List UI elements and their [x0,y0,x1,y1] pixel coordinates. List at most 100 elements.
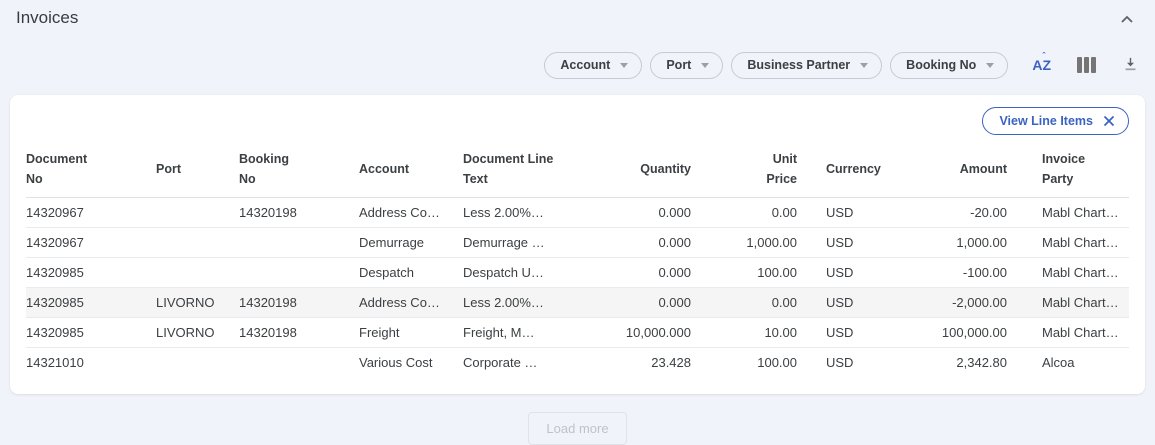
table-cell: 14320985 [26,257,156,288]
table-row[interactable]: 14321010 Various Cost Corporate … 23.428 100… [26,347,1129,377]
table-cell: Alcoa [1042,354,1075,370]
table-cell: 14320967 [26,227,156,258]
table-cell: 0.00 [691,197,797,228]
table-cell: 100.00 [757,354,797,370]
column-header[interactable]: Document No [26,143,156,198]
table-row[interactable]: 14320985 Despatch Despatch U… 0.000 100.00 US… [26,257,1129,288]
toolbar: Account Port Business Partner Booking No… [0,51,1155,79]
caret-down-icon [701,62,710,68]
table-cell: 23.428 [651,354,691,370]
table-cell: 14320985 [26,287,156,318]
column-header[interactable]: Port [156,143,239,198]
table-cell [239,347,359,377]
table-cell [156,257,239,288]
column-header[interactable]: Amount [914,143,1007,198]
invoices-card: View Line Items Document No Port Booking N… [10,95,1145,394]
chevron-up-icon [1119,15,1135,31]
table-row[interactable]: 14320985 LIVORNO 14320198 Freight Freight, M… [26,317,1129,348]
table-cell: Freight, M… [463,317,591,348]
filter-label: Business Partner [747,58,851,72]
table-cell: -20.00 [914,197,1007,228]
table-row[interactable]: 14320967 14320198 Address Co… Less 2.00%… 0.… [26,197,1129,228]
column-header[interactable]: Booking No [239,143,359,198]
table-cell: Demurrage [359,227,463,258]
columns-icon [1077,57,1096,73]
table-cell: -2,000.00 [914,287,1007,318]
table-cell: Mabl Chart… [1007,227,1129,258]
table-cell: -100.00 [914,257,1007,288]
caret-down-icon [986,62,995,68]
table-cell [156,227,239,258]
column-header[interactable]: Currency [797,143,914,198]
table-cell [156,197,239,228]
filter-label: Account [560,58,611,72]
table-cell: USD [797,227,914,258]
table-cell: 10.00 [691,317,797,348]
invoices-table: Document No Port Booking No Account Document… [26,143,1129,377]
view-line-items-chip[interactable]: View Line Items [982,107,1129,135]
table-cell [156,347,239,377]
download-icon [1122,55,1139,75]
table-cell: 14320198 [239,197,359,228]
filter-business-partner-dropdown[interactable]: Business Partner [731,51,883,79]
table-cell: 100,000.00 [914,317,1007,348]
download-button[interactable] [1120,53,1141,77]
table-body: 14320967 14320198 Address Co… Less 2.00%… 0.… [26,197,1129,377]
filter-label: Port [666,58,692,72]
table-cell: Mabl Chart… [1007,287,1129,318]
table-cell: Mabl Chart… [1007,257,1129,288]
filter-port-dropdown[interactable]: Port [650,51,724,79]
table-cell: Corporate … [463,354,538,370]
table-cell: Demurrage … [463,227,591,258]
table-cell: 0.000 [591,227,691,258]
table-cell: Less 2.00%… [463,197,591,228]
table-cell: 0.000 [591,257,691,288]
table-cell: 2,342.80 [956,354,1007,370]
table-cell: 0.000 [591,197,691,228]
table-cell: Despatch U… [463,257,591,288]
filter-account-dropdown[interactable]: Account [544,51,643,79]
table-cell: 14320198 [239,317,359,348]
table-cell [239,227,359,258]
page-title: Invoices [16,8,79,27]
table-row[interactable]: 14320985 LIVORNO 14320198 Address Co… Less 2… [26,287,1129,318]
table-cell: Address Co… [359,197,463,228]
column-header[interactable]: Document Line Text [463,143,591,198]
table-row[interactable]: 14320967 Demurrage Demurrage … 0.000 1,000.0… [26,227,1129,258]
table-cell [239,257,359,288]
table-cell: Despatch [359,257,463,288]
column-header[interactable]: Quantity [591,143,691,198]
caret-down-icon [860,62,869,68]
table-cell: Various Cost [359,354,433,370]
table-cell: 14320967 [26,197,156,228]
load-more-button[interactable]: Load more [528,412,627,445]
table-cell: 10,000.000 [591,317,691,348]
table-cell: USD [797,317,914,348]
table-cell: USD [797,257,914,288]
table-cell: 14320198 [239,287,359,318]
table-cell: 14321010 [26,354,84,370]
table-cell: Mabl Chart… [1007,197,1129,228]
table-cell: Mabl Chart… [1007,317,1129,348]
view-line-items-label: View Line Items [999,114,1093,128]
collapse-section-button[interactable] [1115,8,1139,35]
table-cell: 1,000.00 [691,227,797,258]
sort-alpha-icon: AZ ˆ [1032,51,1051,73]
table-cell: 0.000 [591,287,691,318]
column-header[interactable]: Account [359,143,463,198]
close-icon[interactable] [1102,114,1116,128]
table-cell: LIVORNO [156,317,239,348]
filter-booking-no-dropdown[interactable]: Booking No [890,51,1009,79]
table-cell: 14320985 [26,317,156,348]
caret-down-icon [620,62,629,68]
table-cell: 0.00 [691,287,797,318]
column-header[interactable]: Invoice Party [1007,143,1129,198]
column-header[interactable]: Unit Price [691,143,797,198]
table-header-row: Document No Port Booking No Account Document… [26,143,1129,198]
sort-button[interactable]: AZ ˆ [1030,51,1053,74]
page-header: Invoices [0,0,1155,35]
column-settings-button[interactable] [1075,55,1098,75]
table-cell: Freight [359,317,463,348]
table-cell: 100.00 [691,257,797,288]
table-cell: Less 2.00%… [463,287,591,318]
